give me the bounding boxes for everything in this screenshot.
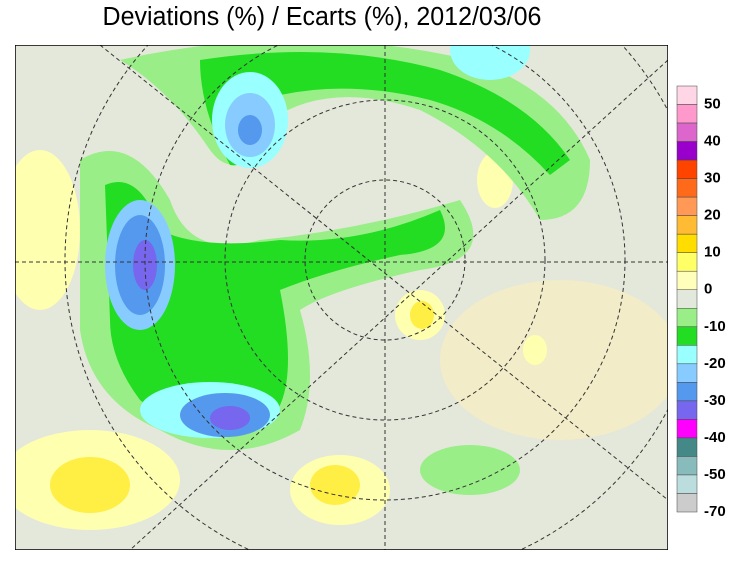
colorbar-swatch <box>676 363 698 383</box>
colorbar-swatch <box>676 400 698 420</box>
colorbar-label: -30 <box>704 392 726 409</box>
colorbar-label: 50 <box>704 95 721 112</box>
colorbar-swatch <box>676 289 698 309</box>
colorbar-swatch <box>676 141 698 161</box>
colorbar-swatch <box>676 474 698 494</box>
colorbar-swatch <box>676 345 698 365</box>
colorbar-swatch <box>676 437 698 457</box>
colorbar-label: 20 <box>704 207 721 224</box>
colorbar-swatch <box>676 326 698 346</box>
colorbar-swatch <box>676 419 698 439</box>
colorbar-label: -40 <box>704 429 726 446</box>
colorbar-label: 10 <box>704 244 721 261</box>
colorbar-label: -70 <box>704 503 726 520</box>
title: Deviations (%) / Ecarts (%), 2012/03/06 <box>103 3 542 32</box>
colorbar-label: -50 <box>704 466 726 483</box>
colorbar-label: -20 <box>704 355 726 372</box>
colorbar-swatch <box>676 122 698 142</box>
colorbar-swatch <box>676 308 698 328</box>
colorbar-label: -10 <box>704 318 726 335</box>
colorbar-label: 30 <box>704 170 721 187</box>
colorbar-label: 40 <box>704 133 721 150</box>
colorbar-swatch <box>676 252 698 272</box>
colorbar-swatch <box>676 270 698 290</box>
map <box>15 45 668 550</box>
colorbar-swatch <box>676 382 698 402</box>
colorbar-swatch <box>676 493 698 513</box>
colorbar-swatch <box>676 104 698 124</box>
colorbar-label: 0 <box>704 281 712 298</box>
colorbar-swatch <box>676 159 698 179</box>
colorbar-swatch <box>676 233 698 253</box>
colorbar-swatch <box>676 85 698 105</box>
colorbar-swatch <box>676 456 698 476</box>
colorbar: 50 40 30 20 10 0 -10 -20 -30 -40 -50 -70 <box>676 85 726 520</box>
colorbar-swatch <box>676 215 698 235</box>
colorbar-swatch <box>676 196 698 216</box>
colorbar-swatch <box>676 178 698 198</box>
